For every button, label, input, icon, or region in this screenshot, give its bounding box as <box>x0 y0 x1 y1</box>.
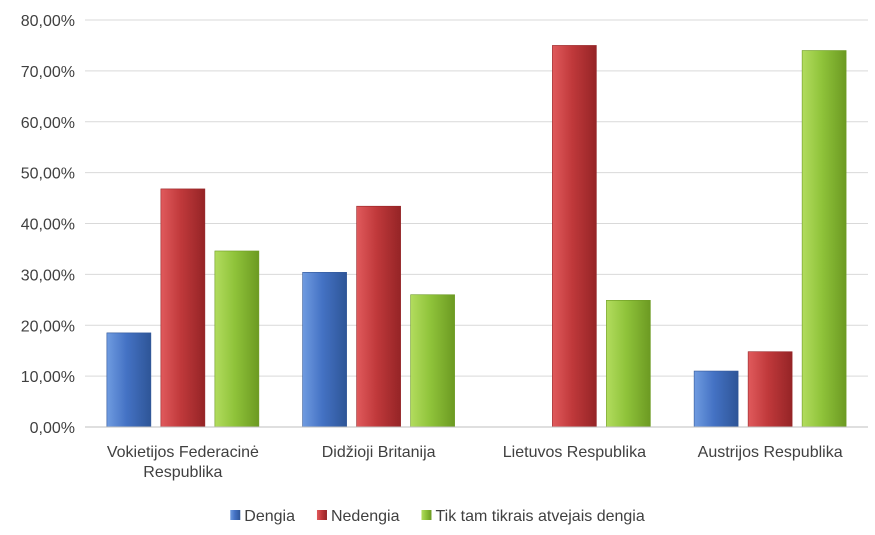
bar-dengia-3 <box>693 370 739 428</box>
y-tick-label: 50,00% <box>21 166 75 183</box>
legend-label: Tik tam tikrais atvejais dengia <box>435 508 644 525</box>
y-axis-ticks: 0,00% 10,00% 20,00% 30,00% 40,00% 50,00% 60,00… <box>21 13 75 437</box>
legend-swatch <box>316 510 327 520</box>
bar-nedengia-2 <box>552 45 597 428</box>
y-tick-label: 60,00% <box>21 115 75 132</box>
legend-label: Dengia <box>244 508 295 525</box>
bar-dengia-0 <box>106 332 152 428</box>
bar-tik-tam-tikrais-atvejais-dengia-0 <box>214 250 260 428</box>
bar-tik-tam-tikrais-atvejais-dengia-1 <box>410 294 455 428</box>
y-tick-label: 80,00% <box>21 13 75 30</box>
legend-item: Dengia <box>230 508 295 525</box>
bar-tik-tam-tikrais-atvejais-dengia-3 <box>801 50 847 428</box>
legend-label: Nedengia <box>331 508 400 525</box>
y-tick-label: 10,00% <box>21 369 75 386</box>
y-tick-label: 20,00% <box>21 318 75 335</box>
bar-tik-tam-tikrais-atvejais-dengia-2 <box>606 300 651 428</box>
legend-item: Nedengia <box>316 508 400 525</box>
bar-nedengia-1 <box>356 205 401 428</box>
bar-nedengia-3 <box>747 351 793 428</box>
y-tick-label: 70,00% <box>21 64 75 81</box>
x-tick-label: Respublika <box>143 464 222 481</box>
x-tick-label: Austrijos Respublika <box>698 444 843 461</box>
bar-nedengia-0 <box>160 188 206 428</box>
legend-item: Tik tam tikrais atvejais dengia <box>421 508 645 525</box>
legend: Dengia Nedengia Tik tam tikrais atvejais d… <box>230 508 645 525</box>
legend-swatch <box>421 510 432 520</box>
x-tick-label: Didžioji Britanija <box>322 444 436 461</box>
bars <box>106 45 847 428</box>
x-tick-label: Lietuvos Respublika <box>503 444 646 461</box>
y-tick-label: 0,00% <box>30 420 75 437</box>
bar-dengia-1 <box>302 272 347 428</box>
x-tick-label: Vokietijos Federacinė <box>107 444 259 461</box>
y-tick-label: 30,00% <box>21 267 75 284</box>
x-axis-labels: Vokietijos Federacinė Respublika Didžioji … <box>107 444 843 481</box>
y-tick-label: 40,00% <box>21 217 75 234</box>
legend-swatch <box>230 510 241 520</box>
